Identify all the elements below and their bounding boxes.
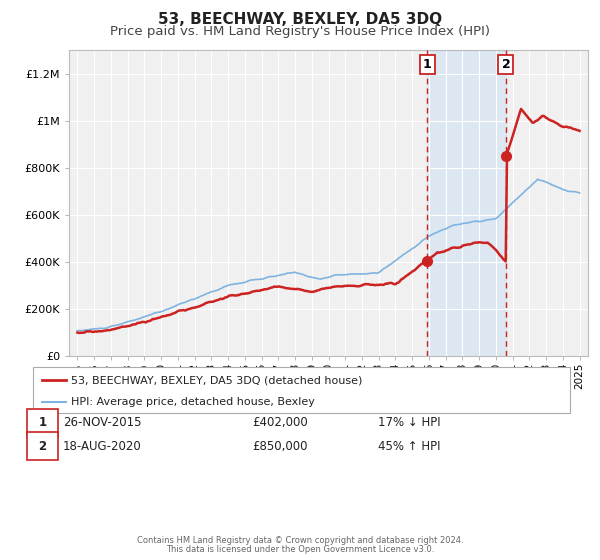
Text: 2: 2 bbox=[38, 440, 47, 453]
Text: 53, BEECHWAY, BEXLEY, DA5 3DQ: 53, BEECHWAY, BEXLEY, DA5 3DQ bbox=[158, 12, 442, 27]
Text: 1: 1 bbox=[423, 58, 431, 71]
Text: This data is licensed under the Open Government Licence v3.0.: This data is licensed under the Open Gov… bbox=[166, 545, 434, 554]
Text: 2: 2 bbox=[502, 58, 511, 71]
Text: HPI: Average price, detached house, Bexley: HPI: Average price, detached house, Bexl… bbox=[71, 397, 314, 407]
Bar bbox=[427, 50, 506, 356]
Text: 53, BEECHWAY, BEXLEY, DA5 3DQ (detached house): 53, BEECHWAY, BEXLEY, DA5 3DQ (detached … bbox=[71, 375, 362, 385]
Text: 45% ↑ HPI: 45% ↑ HPI bbox=[378, 440, 440, 453]
Text: 17% ↓ HPI: 17% ↓ HPI bbox=[378, 416, 440, 430]
Text: Contains HM Land Registry data © Crown copyright and database right 2024.: Contains HM Land Registry data © Crown c… bbox=[137, 536, 463, 545]
Text: Price paid vs. HM Land Registry's House Price Index (HPI): Price paid vs. HM Land Registry's House … bbox=[110, 25, 490, 38]
Text: £402,000: £402,000 bbox=[252, 416, 308, 430]
Text: 1: 1 bbox=[38, 416, 47, 430]
Text: £850,000: £850,000 bbox=[252, 440, 308, 453]
Text: 18-AUG-2020: 18-AUG-2020 bbox=[63, 440, 142, 453]
Text: 26-NOV-2015: 26-NOV-2015 bbox=[63, 416, 142, 430]
